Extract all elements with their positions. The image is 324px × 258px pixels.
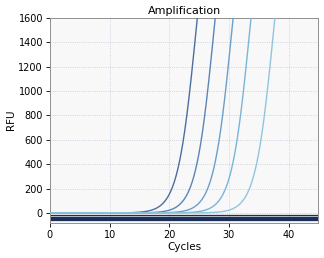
Title: Amplification: Amplification — [147, 6, 221, 15]
X-axis label: Cycles: Cycles — [167, 243, 201, 252]
Y-axis label: RFU: RFU — [6, 110, 16, 131]
